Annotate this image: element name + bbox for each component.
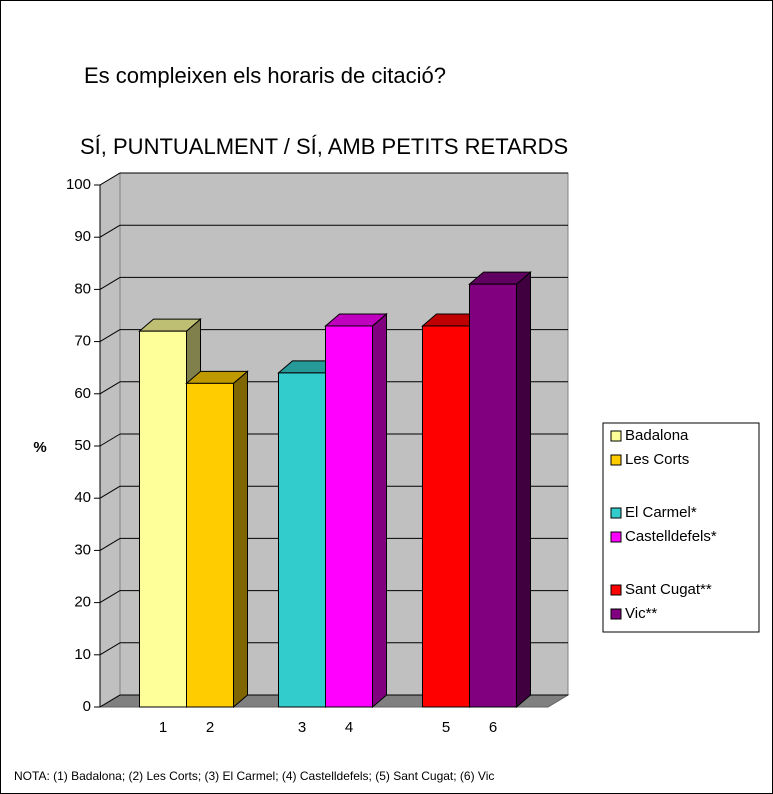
legend-label: Vic** — [625, 605, 657, 622]
legend-swatch — [610, 454, 622, 466]
legend-label: Castelldefels* — [625, 528, 717, 545]
grid-line — [99, 381, 121, 395]
note: NOTA: (1) Badalona; (2) Les Corts; (3) E… — [14, 769, 494, 783]
grid-line — [99, 694, 121, 708]
y-tick-label: 70 — [74, 333, 91, 350]
bar — [186, 382, 234, 708]
y-tick-label: 40 — [74, 489, 91, 506]
y-tick-label: 30 — [74, 541, 91, 558]
legend-label: Les Corts — [625, 451, 689, 468]
x-tick-label: 4 — [345, 719, 353, 736]
grid-line — [99, 329, 121, 343]
y-tick-label: 90 — [74, 228, 91, 245]
bar — [139, 330, 187, 708]
grid-line — [99, 537, 121, 551]
y-tick-label: 20 — [74, 594, 91, 611]
y-axis-label: % — [33, 439, 46, 456]
legend-label: Badalona — [625, 427, 689, 444]
bar-side — [233, 370, 248, 709]
grid-line — [99, 172, 121, 186]
x-tick-label: 3 — [298, 719, 306, 736]
y-tick-label: 0 — [83, 698, 91, 715]
legend-swatch — [610, 507, 622, 519]
grid-line — [99, 224, 121, 238]
chart-title: Es compleixen els horaris de citació? — [84, 63, 446, 88]
legend-label: El Carmel* — [625, 504, 697, 521]
grid-line — [99, 485, 121, 499]
legend-label: Sant Cugat** — [625, 581, 712, 598]
bar-side — [372, 312, 387, 709]
bar — [325, 325, 373, 708]
grid-line — [99, 590, 121, 604]
y-tick-label: 10 — [74, 646, 91, 663]
legend-swatch — [610, 531, 622, 543]
grid-line — [99, 433, 121, 447]
bar — [278, 372, 326, 708]
x-tick-label: 2 — [206, 719, 214, 736]
bar — [422, 325, 470, 708]
x-tick-label: 1 — [159, 719, 167, 736]
bar-side — [516, 271, 531, 709]
legend-box — [602, 422, 760, 633]
grid-line — [99, 276, 121, 290]
y-tick-label: 50 — [74, 437, 91, 454]
y-tick-label: 60 — [74, 385, 91, 402]
legend-swatch — [610, 584, 622, 596]
x-tick-label: 6 — [489, 719, 497, 736]
bar — [469, 283, 517, 708]
y-tick-label: 100 — [66, 176, 91, 193]
x-tick-label: 5 — [442, 719, 450, 736]
legend-swatch — [610, 608, 622, 620]
grid-line — [99, 642, 121, 656]
legend-swatch — [610, 430, 622, 442]
y-tick-label: 80 — [74, 280, 91, 297]
chart-subtitle: SÍ, PUNTUALMENT / SÍ, AMB PETITS RETARDS — [80, 134, 568, 159]
